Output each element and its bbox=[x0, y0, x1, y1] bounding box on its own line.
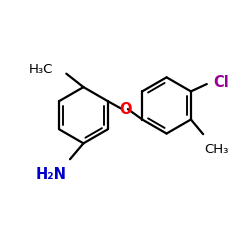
Text: Cl: Cl bbox=[214, 74, 230, 90]
Text: H₂N: H₂N bbox=[36, 166, 67, 182]
Text: H₃C: H₃C bbox=[29, 63, 54, 76]
Text: O: O bbox=[119, 102, 131, 116]
Text: CH₃: CH₃ bbox=[204, 143, 229, 156]
